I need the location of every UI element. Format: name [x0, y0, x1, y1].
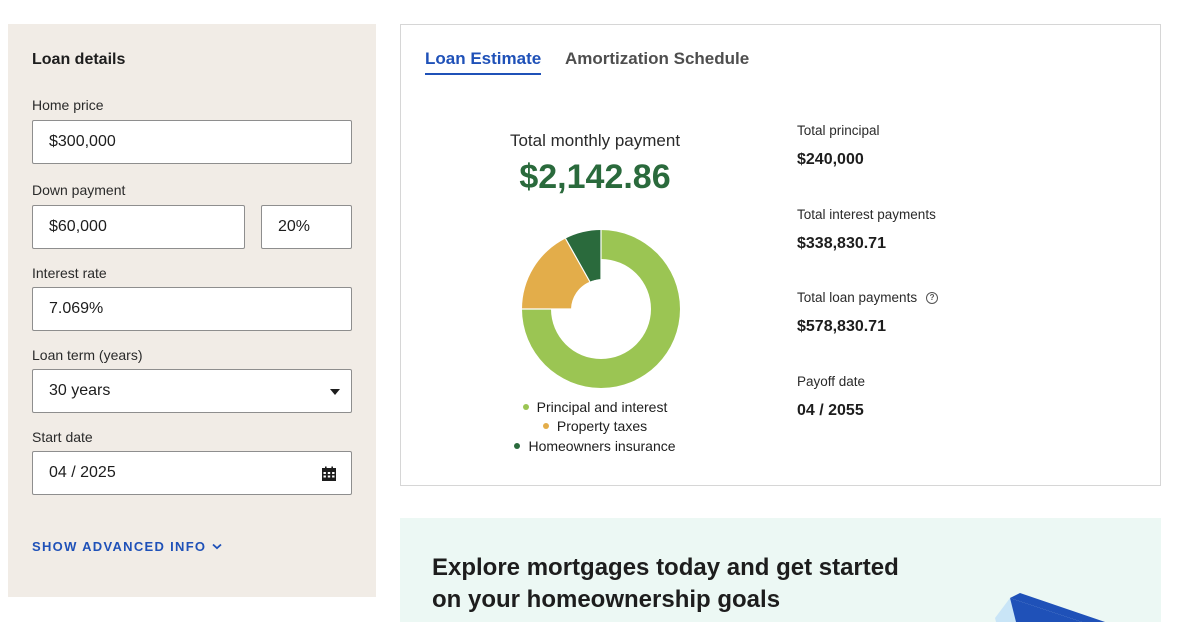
down-payment-percent-value: 20%: [278, 218, 311, 235]
caret-down-icon: [330, 389, 340, 395]
down-payment-input[interactable]: $60,000: [32, 205, 245, 249]
loan-estimate-card: Loan Estimate Amortization Schedule Tota…: [400, 24, 1161, 486]
payoff-date-label: Payoff date: [797, 374, 866, 389]
tab-loan-estimate[interactable]: Loan Estimate: [425, 49, 542, 75]
down-payment-value: $60,000: [49, 218, 107, 235]
home-price-input[interactable]: $300,000: [32, 120, 352, 164]
legend-item: Principal and interest: [461, 397, 729, 417]
tab-amortization-schedule[interactable]: Amortization Schedule: [565, 49, 750, 68]
donut-slice-property-taxes: [522, 238, 590, 309]
legend-item: Homeowners insurance: [461, 436, 729, 456]
total-principal-value: $240,000: [797, 151, 864, 168]
house-illustration-icon: [995, 593, 1106, 622]
legend-item: Property taxes: [461, 417, 729, 437]
legend-dot: [542, 423, 549, 430]
total-monthly-payment-label: Total monthly payment: [509, 131, 681, 150]
total-loan-payments-label: Total loan payments ?: [797, 290, 939, 305]
home-price-label: Home price: [32, 97, 104, 113]
chevron-down-icon: [212, 543, 222, 550]
interest-rate-input[interactable]: 7.069%: [32, 287, 352, 331]
legend-dot: [514, 442, 521, 449]
calendar-icon[interactable]: [321, 466, 337, 482]
start-date-input[interactable]: 04 / 2025: [32, 451, 352, 495]
show-advanced-label: SHOW ADVANCED INFO: [32, 539, 207, 554]
panel-title: Loan details: [32, 51, 126, 68]
promo-heading: Explore mortgages today and get started …: [432, 552, 972, 616]
legend-label: Property taxes: [556, 418, 648, 435]
donut-slice-homeowners-insurance: [565, 230, 601, 282]
interest-rate-label: Interest rate: [32, 265, 107, 281]
payoff-date-value: 04 / 2055: [797, 402, 864, 419]
interest-rate-value: 7.069%: [49, 300, 104, 317]
down-payment-label: Down payment: [32, 182, 126, 198]
legend-label: Principal and interest: [536, 398, 668, 415]
promo-line-1: Explore mortgages today and get started: [432, 554, 899, 581]
loan-term-label: Loan term (years): [32, 347, 143, 363]
home-price-value: $300,000: [49, 133, 116, 150]
show-advanced-info-link[interactable]: SHOW ADVANCED INFO: [32, 539, 222, 554]
total-principal-label: Total principal: [797, 123, 880, 138]
promo-line-2: on your homeownership goals: [432, 586, 781, 613]
payment-breakdown-donut-chart: [522, 230, 680, 388]
total-interest-label: Total interest payments: [797, 207, 936, 222]
total-monthly-payment-value: $2,142.86: [519, 158, 671, 196]
total-interest-value: $338,830.71: [797, 235, 886, 252]
down-payment-percent-input[interactable]: 20%: [261, 205, 352, 249]
chart-legend: Principal and interest Property taxes Ho…: [461, 397, 729, 456]
loan-details-panel: Loan details Home price $300,000 Down pa…: [8, 24, 376, 597]
help-icon[interactable]: ?: [926, 291, 939, 304]
total-loan-payments-value: $578,830.71: [797, 318, 886, 335]
legend-dot: [522, 403, 529, 410]
loan-term-select[interactable]: 30 years: [32, 369, 352, 413]
legend-label: Homeowners insurance: [528, 437, 676, 454]
start-date-label: Start date: [32, 429, 93, 445]
donut-slice-principal-interest: [522, 230, 680, 388]
explore-mortgages-banner: Explore mortgages today and get started …: [400, 518, 1161, 622]
start-date-value: 04 / 2025: [49, 464, 116, 481]
loan-term-value: 30 years: [49, 382, 111, 399]
